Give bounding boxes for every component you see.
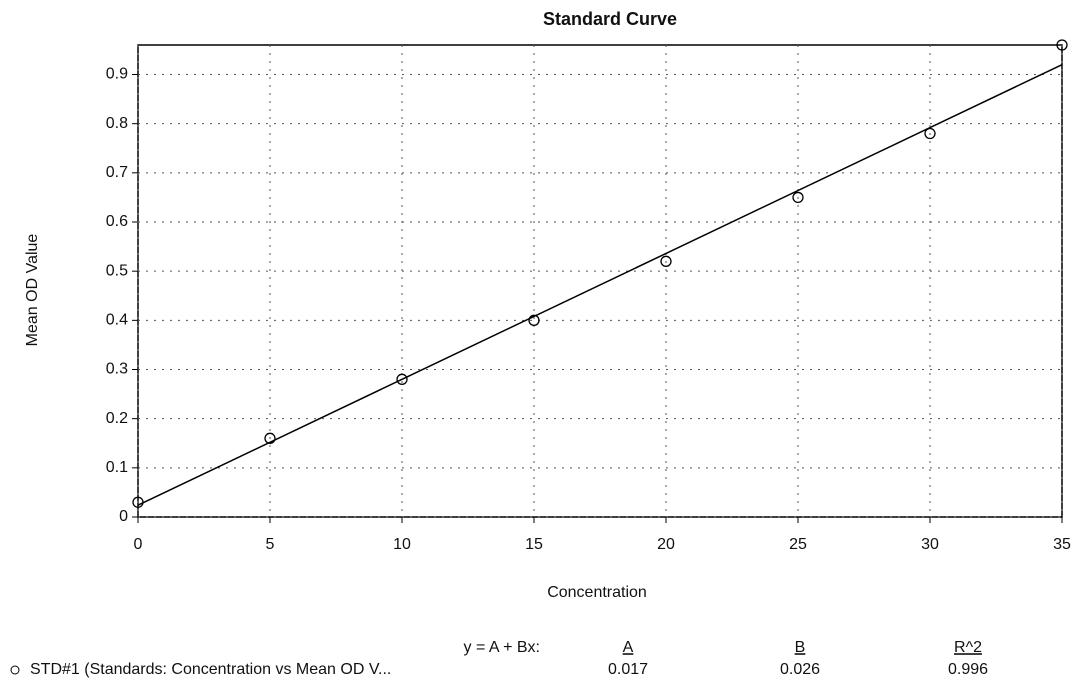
x-tick-label: 20 <box>657 536 675 553</box>
y-tick-label: 0.9 <box>106 66 128 83</box>
table-cell: 0.996 <box>948 661 988 678</box>
y-tick-label: 0.8 <box>106 115 128 132</box>
data-point <box>660 255 672 267</box>
y-tick-label: 0.1 <box>106 459 128 476</box>
table-header: y = A + Bx: <box>464 639 541 656</box>
y-axis-label: Mean OD Value <box>24 234 41 347</box>
y-tick-label: 0.2 <box>106 410 128 427</box>
legend-marker <box>10 665 20 675</box>
x-tick-label: 25 <box>789 536 807 553</box>
x-tick-label: 35 <box>1053 536 1071 553</box>
y-tick-label: 0.5 <box>106 262 128 279</box>
plot-frame <box>137 44 1063 518</box>
data-point <box>1056 39 1068 51</box>
x-tick-label: 5 <box>266 536 275 553</box>
data-point <box>528 314 540 326</box>
y-tick-label: 0.6 <box>106 213 128 230</box>
data-point <box>792 191 804 204</box>
x-axis-label: Concentration <box>547 584 647 601</box>
fit-line <box>137 63 1063 506</box>
data-point <box>396 373 408 385</box>
table-cell: 0.026 <box>780 661 820 678</box>
table-header: B <box>795 639 806 656</box>
chart-title: Standard Curve <box>543 9 677 29</box>
data-point <box>924 127 936 140</box>
table-cell: 0.017 <box>608 661 648 678</box>
table-header: R^2 <box>954 639 982 656</box>
y-tick-label: 0 <box>119 508 128 525</box>
table-cell: STD#1 (Standards: Concentration vs Mean … <box>30 661 391 678</box>
x-tick-label: 30 <box>921 536 939 553</box>
table-header: A <box>623 639 634 656</box>
x-tick-label: 0 <box>134 536 143 553</box>
y-tick-label: 0.4 <box>106 312 128 329</box>
x-tick-label: 10 <box>393 536 411 553</box>
y-tick-label: 0.7 <box>106 164 128 181</box>
x-tick-label: 15 <box>525 536 543 553</box>
data-point <box>264 432 276 444</box>
y-tick-label: 0.3 <box>106 361 128 378</box>
